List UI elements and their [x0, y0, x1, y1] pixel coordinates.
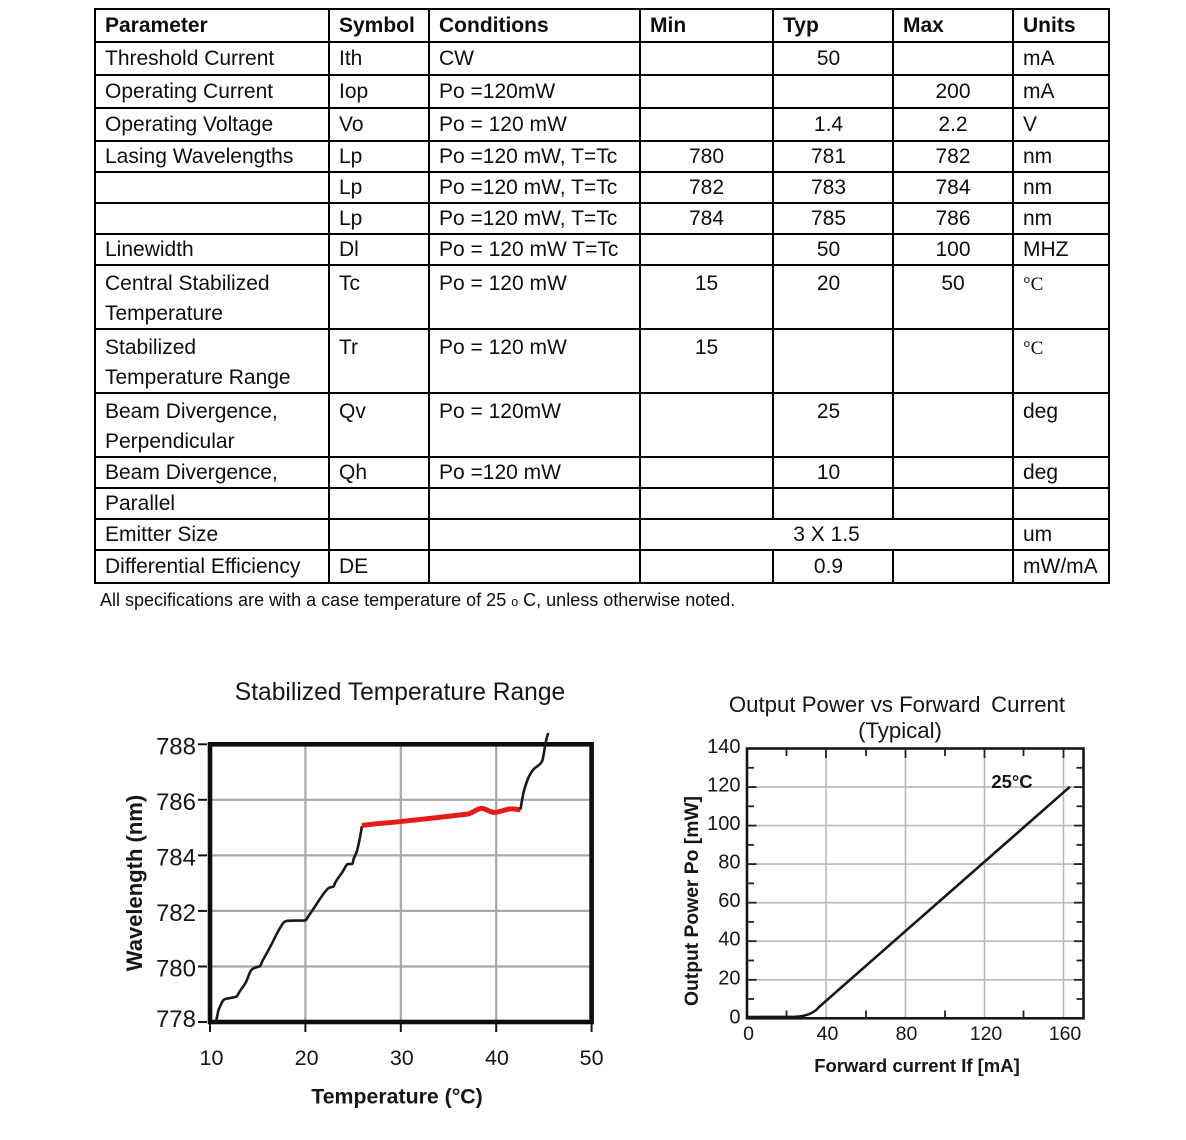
svg-text:786: 786 [156, 789, 196, 816]
svg-text:50: 50 [580, 1046, 604, 1070]
svg-text:Output Power Po [mW]: Output Power Po [mW] [682, 796, 703, 1006]
svg-text:Wavelength (nm): Wavelength (nm) [122, 795, 147, 971]
svg-text:100: 100 [707, 813, 740, 835]
svg-text:Output Power vs Forward Curre: Output Power vs Forward Current [729, 692, 1065, 717]
svg-text:10: 10 [200, 1046, 224, 1070]
svg-text:0: 0 [729, 1006, 740, 1028]
svg-text:(Typical): (Typical) [858, 718, 942, 743]
svg-text:40: 40 [817, 1023, 839, 1045]
svg-text:140: 140 [707, 736, 740, 758]
svg-text:60: 60 [718, 890, 740, 912]
svg-text:160: 160 [1049, 1023, 1082, 1045]
svg-text:120: 120 [970, 1023, 1003, 1045]
svg-text:120: 120 [707, 775, 740, 797]
svg-text:Stabilized Temperature Range: Stabilized Temperature Range [235, 679, 565, 706]
svg-text:780: 780 [156, 956, 196, 983]
svg-text:40: 40 [718, 929, 740, 951]
svg-text:20: 20 [718, 967, 740, 989]
svg-text:80: 80 [718, 852, 740, 874]
svg-text:40: 40 [485, 1046, 509, 1070]
svg-text:782: 782 [156, 900, 196, 927]
svg-text:Forward current If [mA]: Forward current If [mA] [814, 1055, 1020, 1076]
svg-text:784: 784 [156, 845, 196, 872]
svg-text:25°C: 25°C [991, 771, 1032, 792]
svg-text:Temperature (°C): Temperature (°C) [311, 1085, 482, 1109]
svg-text:0: 0 [743, 1023, 754, 1045]
svg-text:80: 80 [896, 1023, 918, 1045]
svg-text:788: 788 [156, 733, 196, 760]
svg-text:778: 778 [156, 1006, 196, 1033]
svg-text:20: 20 [295, 1046, 319, 1070]
svg-text:30: 30 [390, 1046, 414, 1070]
